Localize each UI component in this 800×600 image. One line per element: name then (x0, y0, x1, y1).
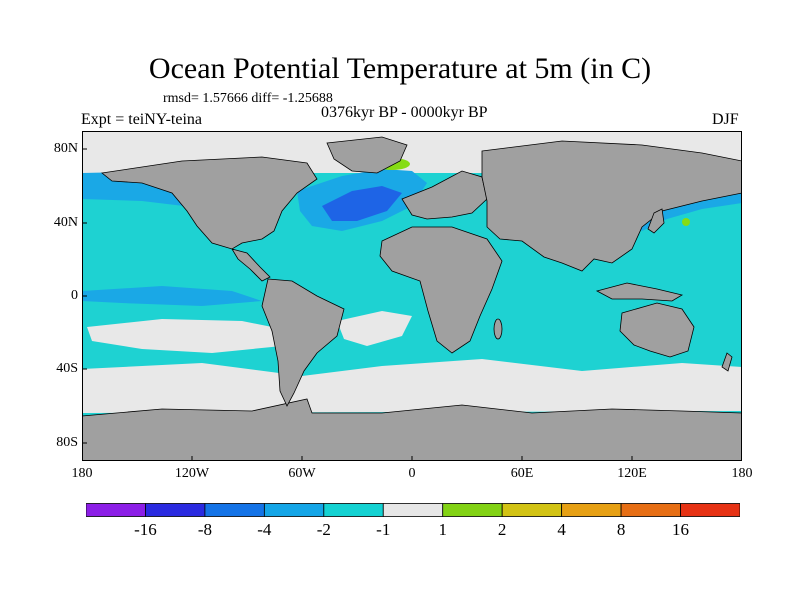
colorbar-swatch (145, 503, 206, 517)
x-tick-label: 180 (731, 466, 753, 481)
europe (401, 170, 488, 220)
colorbar-swatch (263, 503, 325, 517)
south-pacific-neutral-zone (87, 319, 292, 353)
world-map (82, 131, 742, 461)
colorbar-swatch (86, 503, 146, 517)
colorbar-label: -8 (197, 520, 212, 539)
colorbar-swatch (204, 503, 265, 517)
y-tick-label: 40S (56, 361, 78, 376)
x-tick-label: 120E (617, 466, 647, 481)
y-tick-label: 80S (56, 435, 78, 450)
australia (619, 302, 695, 358)
y-tick-label: 40N (53, 215, 78, 230)
south-atlantic-neutral-zone (337, 311, 412, 346)
colorbar-label: 8 (616, 520, 626, 539)
tropical-pacific-anomaly (82, 286, 262, 306)
y-tick-label: 0 (71, 288, 78, 303)
x-tick-label: 120W (174, 466, 210, 481)
africa (379, 226, 503, 354)
colorbar-swatch (561, 503, 622, 517)
colorbar-label: -4 (257, 520, 272, 539)
x-tick-label: 0 (408, 466, 416, 481)
antarctica (82, 398, 742, 461)
north-america (101, 156, 318, 250)
x-tick-label: 60E (510, 466, 534, 481)
colorbar-swatch (501, 503, 563, 517)
madagascar (493, 318, 503, 340)
colorbar-swatch (620, 503, 681, 517)
colorbar-label: 16 (672, 520, 690, 539)
maritime-continent (595, 282, 684, 302)
kuroshio-warm-anomaly (682, 218, 690, 226)
colorbar-label: -2 (316, 520, 331, 539)
southern-ocean-neutral-zone (82, 359, 742, 413)
colorbar-swatch (442, 503, 503, 517)
japan (647, 208, 665, 234)
greenland (326, 136, 408, 174)
colorbar-label: -1 (376, 520, 391, 539)
colorbar-swatch (680, 503, 740, 517)
colorbar-swatch (323, 503, 384, 517)
y-tick-label: 80N (53, 141, 78, 156)
colorbar-label: 2 (497, 520, 507, 539)
central-america (231, 248, 271, 282)
asia (481, 140, 742, 272)
season-label: DJF (712, 111, 739, 128)
colorbar-label: 4 (557, 520, 566, 539)
map-title: Ocean Potential Temperature at 5m (in C) (148, 52, 652, 85)
stats-text: rmsd= 1.57666 diff= -1.25688 (163, 91, 333, 106)
colorbar-swatch (382, 503, 444, 517)
experiment-label: Expt = teiNY-teina (81, 111, 202, 128)
colorbar-label: 1 (438, 520, 447, 539)
x-tick-label: 60W (288, 466, 316, 481)
colorbar (86, 503, 740, 517)
colorbar-label: -16 (134, 520, 157, 539)
x-tick-label: 180 (71, 466, 93, 481)
north-atlantic-deep-anomaly (322, 186, 402, 221)
period-label: 0376kyr BP - 0000kyr BP (321, 104, 488, 121)
new-zealand (721, 352, 733, 372)
south-america (261, 278, 345, 407)
